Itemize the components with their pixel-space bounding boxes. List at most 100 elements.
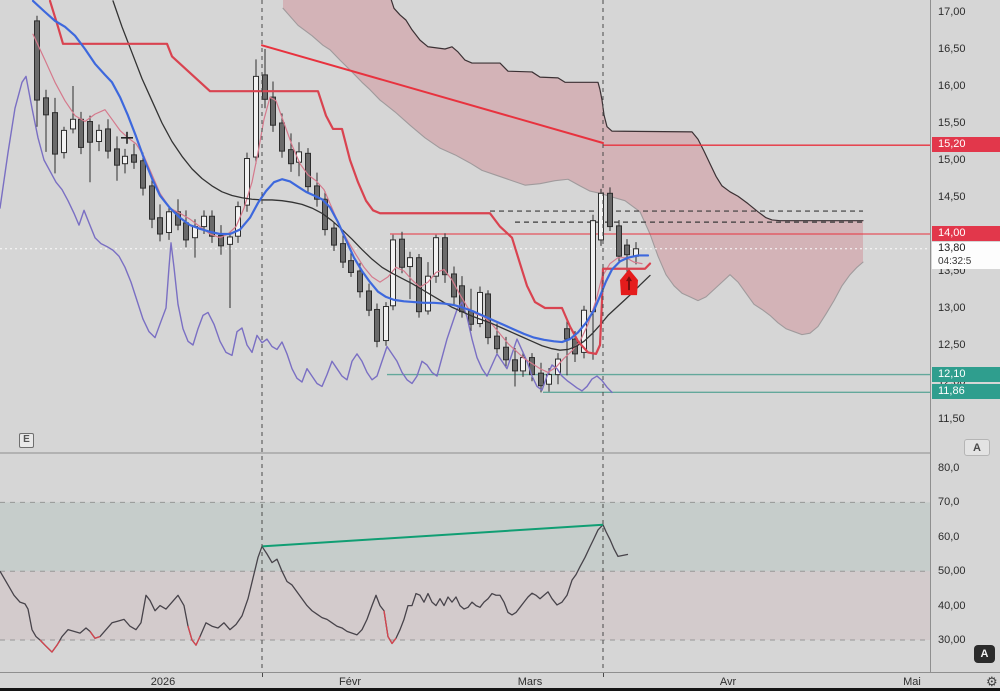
time-axis-label: Mars (517, 676, 543, 688)
candle-body (279, 122, 285, 152)
price-tick-label: 15,50 (938, 117, 966, 129)
oscillator-tick-label: 50,00 (938, 565, 966, 578)
price-tick-label: 15,00 (938, 154, 966, 166)
candle-body (538, 372, 544, 387)
candle-body (374, 308, 380, 342)
blue-ema-line (31, 0, 650, 344)
price-tick-label: 13,00 (938, 302, 966, 314)
time-axis-label: Févr (339, 676, 361, 688)
candle-body (70, 118, 76, 130)
ichimoku-cloud (283, 0, 863, 335)
candle-body (581, 309, 587, 353)
candle-body (288, 149, 294, 165)
candle-body (61, 129, 67, 154)
settings-gear-icon[interactable]: ⚙ (986, 674, 998, 689)
time-axis-label: Avr (719, 676, 737, 688)
price-tick-label: 12,50 (938, 339, 966, 351)
price-axis[interactable]: 17,00 16,50 16,00 15,50 15,00 14,50 13,50 13,00… (930, 0, 1000, 672)
candle-body (131, 154, 137, 163)
window-bottom-edge (0, 688, 1000, 691)
candle-body (407, 257, 413, 268)
countdown-timer: 04:32:5 (938, 255, 972, 267)
candle-body (105, 128, 111, 152)
candle-body (122, 155, 128, 165)
candle-body (331, 227, 337, 246)
candle-body (383, 306, 389, 342)
oscillator-oversold-segment-3 (383, 610, 397, 645)
price-alert-label: 15,20 (932, 137, 1000, 153)
candle-body (183, 222, 189, 241)
oscillator-tick-label: 70,0 (938, 496, 960, 509)
current-price-label: 13,80 04:32:5 (932, 241, 1000, 269)
chart-canvas[interactable] (0, 0, 930, 672)
earnings-marker-badge[interactable]: E (19, 433, 34, 448)
candle-body (87, 121, 93, 143)
candle-body (314, 185, 320, 200)
candle-body (262, 74, 268, 100)
candle-body (485, 293, 491, 339)
candle-body (590, 220, 596, 313)
time-axis-tick (603, 673, 604, 677)
price-tick-label: 14,50 (938, 191, 966, 203)
candle-body (607, 192, 613, 228)
candle-body (78, 118, 84, 148)
candle-body (512, 359, 518, 372)
oscillator-tick-label: 60,0 (938, 530, 960, 543)
candle-body (366, 290, 372, 311)
cloud-bottom-border (282, 7, 864, 336)
sub-pane-autoscale-button[interactable]: A (974, 645, 995, 663)
oscillator-band-1 (0, 571, 930, 640)
kijun-line (48, 0, 652, 355)
oscillator-line (0, 524, 629, 653)
candle-body (399, 238, 405, 268)
time-axis[interactable]: 2026 Févr Mars Avr Mai (0, 672, 1000, 689)
time-axis-label: 2026 (150, 676, 176, 688)
cloud-top-border (390, 0, 864, 222)
time-axis-label: Mai (903, 676, 921, 688)
candle-body (253, 75, 259, 158)
oscillator-tick-label: 30,00 (938, 634, 966, 646)
candle-body (624, 244, 630, 256)
main-pane-autoscale-button[interactable]: A (964, 439, 990, 456)
candle-body (616, 225, 622, 257)
time-axis-tick (262, 673, 263, 677)
price-alert-label: 14,00 (932, 226, 1000, 241)
candle-body (52, 112, 58, 155)
candle-body (442, 237, 448, 276)
candle-body (503, 346, 509, 361)
candle-body (433, 237, 439, 277)
candle-body (114, 148, 120, 166)
candle-body (201, 215, 207, 228)
candle-body (494, 335, 500, 350)
oscillator-oversold-segment-1 (89, 631, 101, 639)
price-tick-label: 17,00 (938, 6, 966, 18)
candle-body (305, 152, 311, 188)
candle-body (520, 357, 526, 372)
dark-ma-line (112, 0, 651, 351)
candle-body (166, 211, 172, 234)
candle-body (348, 260, 354, 273)
candle-body (96, 129, 102, 142)
price-alert-label: 12,10 (932, 366, 1000, 382)
oscillator-tick-label: 40,00 (938, 599, 966, 612)
price-tick-label: 16,50 (938, 43, 966, 55)
descending-trendline (261, 44, 604, 144)
candle-body (140, 160, 146, 189)
price-tick-label: 11,50 (938, 413, 965, 425)
candle-body (564, 328, 570, 340)
oscillator-trendline (261, 523, 604, 548)
oscillator-tick-label: 80,0 (938, 462, 960, 474)
candle-body (43, 97, 49, 116)
candle-body (218, 234, 224, 247)
candle-body (244, 158, 250, 206)
candle-body (357, 270, 363, 293)
oscillator-band-0 (0, 502, 930, 572)
price-tick-label: 16,00 (938, 80, 966, 92)
candle-body (209, 215, 215, 237)
candle-body (270, 96, 276, 126)
candle-body (149, 185, 155, 220)
candle-body (451, 273, 457, 298)
candle-body (468, 310, 474, 325)
oscillator-oversold-segment-2 (187, 626, 201, 646)
